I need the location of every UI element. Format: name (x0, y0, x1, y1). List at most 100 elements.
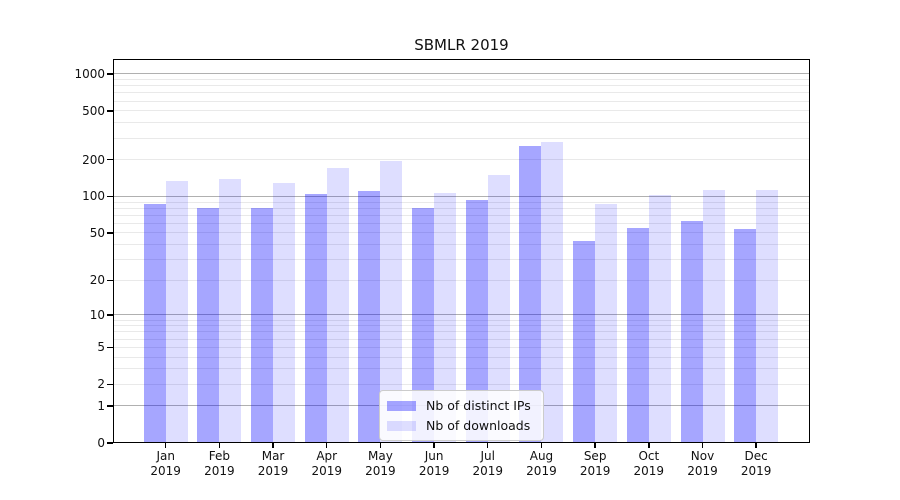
bar-ips-feb (197, 207, 220, 443)
x-tick-mark (433, 443, 435, 448)
y-tick-label: 50 (89, 225, 105, 240)
bar-ips-oct (626, 227, 649, 443)
gridline (113, 356, 810, 358)
bar-downloads-may (380, 160, 403, 443)
legend-label-distinct-ips: Nb of distinct IPs (426, 398, 531, 413)
gridline (113, 214, 810, 216)
x-tick-mark (648, 443, 650, 448)
x-tick-mark (165, 443, 167, 448)
y-tick-mark (107, 405, 113, 407)
bar-ips-aug (519, 146, 542, 443)
x-tick-mark (218, 443, 221, 448)
chart-title: SBMLR 2019 (414, 36, 509, 54)
y-tick-mark (107, 195, 113, 198)
x-tick-label-jan: Jan 2019 (150, 449, 181, 478)
x-tick-mark (487, 443, 489, 448)
gridline (113, 122, 810, 124)
y-tick-label: 1 (97, 398, 105, 413)
y-tick-mark (107, 346, 113, 348)
gridline (113, 159, 810, 161)
x-tick-mark (326, 443, 328, 448)
gridline (113, 100, 810, 102)
y-tick-mark (107, 279, 113, 282)
gridline (113, 79, 810, 81)
x-tick-label-nov: Nov 2019 (687, 449, 718, 478)
bar-downloads-apr (326, 168, 349, 443)
gridline (113, 110, 810, 112)
x-tick-label-feb: Feb 2019 (204, 449, 235, 478)
legend-swatch-downloads (387, 420, 416, 431)
y-tick-label: 0 (97, 436, 105, 450)
gridline (113, 222, 810, 224)
x-tick-label-oct: Oct 2019 (633, 449, 665, 478)
plot-area: Nb of distinct IPs Nb of downloads (113, 59, 810, 443)
y-tick-mark (107, 232, 113, 234)
gridline (113, 325, 810, 327)
y-tick-label: 200 (82, 152, 105, 167)
x-tick-mark (379, 443, 382, 448)
bar-ips-mar (251, 207, 274, 443)
gridline (113, 207, 810, 209)
gridline (113, 259, 810, 261)
x-tick-label-aug: Aug 2019 (526, 449, 557, 478)
x-tick-label-apr: Apr 2019 (311, 449, 342, 478)
gridline (113, 73, 810, 75)
x-tick-mark (272, 443, 274, 448)
bar-ips-apr (304, 194, 327, 443)
x-tick-mark (755, 443, 757, 448)
x-tick-label-dec: Dec 2019 (740, 449, 772, 478)
bar-downloads-jan (165, 180, 188, 443)
legend-swatch-distinct-ips (387, 400, 416, 411)
gridline (113, 314, 810, 316)
legend-item-distinct-ips: Nb of distinct IPs (387, 398, 531, 413)
y-tick-mark (107, 383, 113, 385)
legend: Nb of distinct IPs Nb of downloads (379, 390, 544, 441)
bar-ips-jul (465, 200, 488, 443)
bar-downloads-nov (702, 190, 725, 443)
bar-ips-nov (680, 220, 703, 443)
y-tick-label: 1000 (74, 66, 105, 81)
y-tick-mark (107, 442, 113, 444)
x-tick-label-may: May 2019 (365, 449, 396, 478)
gridline (113, 383, 810, 385)
gridline (113, 137, 810, 139)
bars-layer (113, 59, 810, 443)
y-tick-mark (107, 159, 113, 161)
gridline (113, 346, 810, 348)
gridline (113, 92, 810, 94)
x-tick-mark (540, 443, 543, 448)
bar-downloads-jul (487, 174, 510, 443)
x-tick-mark (701, 443, 704, 448)
y-tick-label: 2 (97, 377, 105, 392)
bar-downloads-aug (541, 141, 564, 443)
y-tick-label: 10 (89, 307, 105, 322)
bar-ips-jan (143, 204, 166, 443)
y-tick-label: 5 (97, 340, 105, 355)
y-tick-label: 100 (82, 189, 105, 204)
gridline (113, 232, 810, 234)
gridlines-layer (113, 59, 810, 443)
y-tick-mark (107, 73, 113, 75)
gridline (113, 195, 810, 197)
legend-item-downloads: Nb of downloads (387, 418, 531, 433)
y-tick-mark (107, 110, 113, 112)
gridline (113, 201, 810, 203)
x-tick-label-sep: Sep 2019 (579, 449, 611, 478)
bar-downloads-oct (648, 194, 671, 443)
bar-ips-jun (412, 208, 435, 443)
gridline (113, 368, 810, 370)
gridline (113, 279, 810, 281)
bar-downloads-mar (273, 182, 296, 443)
legend-label-downloads: Nb of downloads (426, 418, 531, 433)
gridline (113, 319, 810, 321)
gridline (113, 244, 810, 246)
x-tick-mark (594, 443, 596, 448)
gridline (113, 338, 810, 340)
y-tick-label: 20 (89, 273, 105, 288)
x-tick-label-mar: Mar 2019 (257, 449, 289, 478)
bar-downloads-jun (434, 192, 457, 443)
bar-ips-may (358, 191, 381, 443)
bar-downloads-sep (595, 203, 618, 443)
bar-downloads-dec (756, 190, 779, 443)
